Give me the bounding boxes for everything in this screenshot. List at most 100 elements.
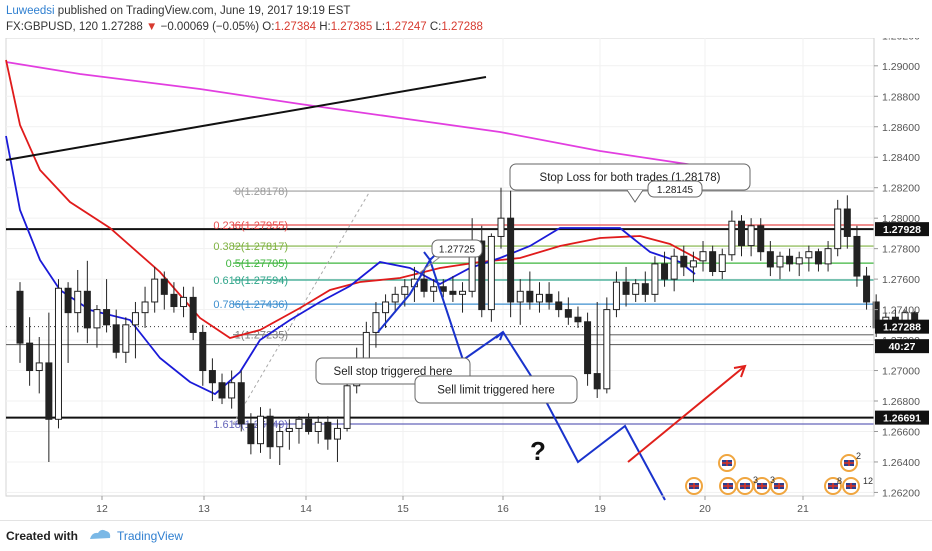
candle xyxy=(853,225,861,287)
event-count: 2 xyxy=(856,451,861,461)
time-tick-label: 19 xyxy=(594,503,606,515)
candle xyxy=(709,245,717,277)
candle xyxy=(285,419,293,450)
candle xyxy=(843,195,851,249)
candle-body-up xyxy=(391,293,399,303)
candle xyxy=(670,248,678,292)
candle-body-down xyxy=(786,255,794,265)
candle-body-up xyxy=(699,251,707,262)
candle-body-up xyxy=(776,255,784,268)
candle xyxy=(276,423,284,466)
price-axis[interactable]: 1.29200 1.29000 1.28800 1.28600 1.28400 1.282… xyxy=(873,38,929,499)
candle-body-up xyxy=(362,331,370,359)
candle xyxy=(612,271,620,318)
candle-body-down xyxy=(564,309,572,318)
candle-body-down xyxy=(208,370,216,384)
tradingview-logo-icon xyxy=(90,529,111,539)
candle xyxy=(83,260,91,344)
candle-body-up xyxy=(180,296,188,308)
time-tick-label: 14 xyxy=(300,503,312,515)
price-tick-label: 1.26400 xyxy=(882,457,920,469)
author-link[interactable]: Luweedsi xyxy=(6,5,55,17)
candle xyxy=(122,317,130,363)
event-count: 8 xyxy=(837,476,842,486)
red-trend-arrow xyxy=(627,365,746,463)
sell-stop-callout-text: Sell stop triggered here xyxy=(334,366,453,378)
candle-body-down xyxy=(160,278,168,295)
candle-body-down xyxy=(622,281,630,295)
price-tick-label: 1.28800 xyxy=(882,91,920,103)
candle-body-down xyxy=(324,421,332,440)
candle xyxy=(584,312,592,386)
candle xyxy=(632,279,640,302)
candle-body-up xyxy=(516,290,524,303)
candle-body-down xyxy=(843,208,851,237)
candle xyxy=(689,251,697,283)
candle xyxy=(26,317,34,386)
candle xyxy=(391,286,399,313)
time-axis[interactable]: 12 13 14 15 16 19 20 21 xyxy=(6,495,874,515)
candle-body-up xyxy=(74,290,82,314)
candle-body-down xyxy=(103,309,111,326)
candle-body-up xyxy=(151,278,159,303)
price-badge-label: 1.27288 xyxy=(883,322,921,334)
time-tick-label: 16 xyxy=(497,503,509,515)
candle xyxy=(786,248,794,272)
candle xyxy=(641,271,649,302)
price-tick-label: 1.29000 xyxy=(882,61,920,73)
candle xyxy=(112,309,120,359)
candle-body-up xyxy=(93,309,101,329)
candle xyxy=(487,233,495,322)
drawing-layer xyxy=(5,76,747,501)
candle-body-down xyxy=(661,263,669,280)
candle xyxy=(228,370,236,409)
candle-body-up xyxy=(131,312,139,326)
candle xyxy=(680,245,688,277)
grid-layer xyxy=(5,38,875,497)
time-tick-label: 12 xyxy=(96,503,108,515)
price-badge xyxy=(875,410,929,425)
candle xyxy=(199,324,207,386)
price-tick-label: 1.26200 xyxy=(882,487,920,499)
candle-body-down xyxy=(641,283,649,295)
price-chart[interactable]: 0(1.28178) 0.236(1.27955) 0.382(1.27817) 0.… xyxy=(0,38,932,520)
candle-body-down xyxy=(305,418,313,432)
mid-moving-average-line xyxy=(5,59,701,339)
candle-body-up xyxy=(228,382,236,399)
time-tick-label: 21 xyxy=(797,503,809,515)
candle xyxy=(64,282,72,363)
candle xyxy=(574,306,582,328)
candle-body-up xyxy=(689,260,697,268)
fib-level-label: 0(1.28178) xyxy=(235,186,288,198)
candle-body-up xyxy=(141,301,149,314)
candle xyxy=(766,241,774,277)
candle xyxy=(651,256,659,302)
event-count: 12 xyxy=(863,476,873,486)
footer-bar: Created with TradingView xyxy=(0,520,932,551)
candle-body-down xyxy=(526,290,534,303)
candle xyxy=(237,370,245,432)
high-price-callout-text: 1.28145 xyxy=(657,185,694,196)
low-value: 1.27247 xyxy=(385,21,427,33)
candle xyxy=(266,408,274,459)
candle-body-up xyxy=(257,415,264,445)
candle-body-down xyxy=(584,321,592,375)
candle xyxy=(103,279,111,333)
candle-body-up xyxy=(35,362,43,372)
time-tick-label: 20 xyxy=(699,503,711,515)
candle xyxy=(141,286,149,328)
price-tick-label: 1.28200 xyxy=(882,183,920,195)
economic-events[interactable]: 2 3 3 8 12 xyxy=(685,451,873,495)
tradingview-brand[interactable]: TradingView xyxy=(117,529,184,543)
candle-body-down xyxy=(853,235,861,277)
candle-body-down xyxy=(199,331,207,372)
candle xyxy=(151,266,159,313)
uk-flag-icon xyxy=(842,477,860,495)
candle xyxy=(728,210,736,261)
entry-price-callout-text: 1.27725 xyxy=(439,245,476,256)
chart-header: Luweedsi published on TradingView.com, J… xyxy=(0,0,932,38)
sell-limit-callout-box xyxy=(414,375,578,404)
symbol-label[interactable]: FX:GBPUSD, 120 xyxy=(6,21,99,33)
candle-body-down xyxy=(170,293,178,308)
candle xyxy=(814,248,822,272)
